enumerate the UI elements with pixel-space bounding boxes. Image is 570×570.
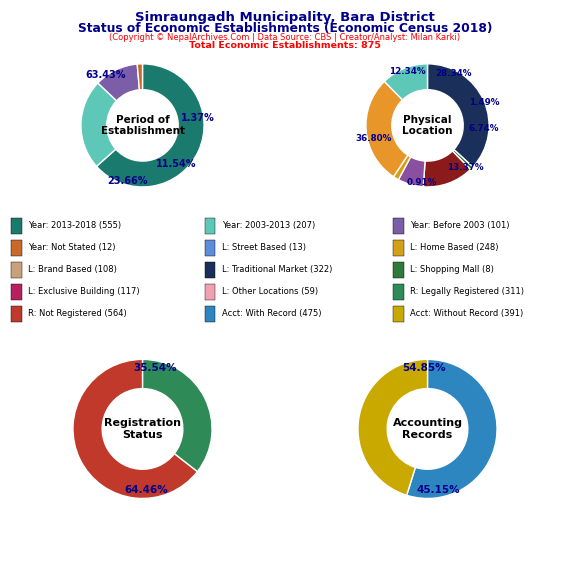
Text: Accounting
Records: Accounting Records xyxy=(393,418,462,439)
Text: 1.37%: 1.37% xyxy=(181,113,215,123)
Text: 45.15%: 45.15% xyxy=(416,485,460,495)
FancyBboxPatch shape xyxy=(11,240,22,255)
Text: Year: Before 2003 (101): Year: Before 2003 (101) xyxy=(410,221,510,230)
Text: L: Exclusive Building (117): L: Exclusive Building (117) xyxy=(28,287,140,296)
Text: 1.49%: 1.49% xyxy=(469,97,499,107)
FancyBboxPatch shape xyxy=(393,240,404,255)
Text: Year: 2003-2013 (207): Year: 2003-2013 (207) xyxy=(222,221,316,230)
Text: 54.85%: 54.85% xyxy=(402,363,446,373)
Text: L: Brand Based (108): L: Brand Based (108) xyxy=(28,265,117,274)
Text: Year: 2013-2018 (555): Year: 2013-2018 (555) xyxy=(28,221,121,230)
Text: 64.46%: 64.46% xyxy=(124,485,168,495)
Wedge shape xyxy=(393,155,410,180)
FancyBboxPatch shape xyxy=(11,262,22,278)
FancyBboxPatch shape xyxy=(205,284,215,300)
Wedge shape xyxy=(96,64,204,187)
Text: Year: Not Stated (12): Year: Not Stated (12) xyxy=(28,243,116,252)
Wedge shape xyxy=(358,360,428,495)
Text: 11.54%: 11.54% xyxy=(156,158,197,169)
Text: 63.43%: 63.43% xyxy=(86,70,126,80)
Wedge shape xyxy=(424,151,470,187)
Text: Acct: With Record (475): Acct: With Record (475) xyxy=(222,310,322,318)
Text: Registration
Status: Registration Status xyxy=(104,418,181,439)
Wedge shape xyxy=(453,149,473,169)
FancyBboxPatch shape xyxy=(205,306,215,322)
Text: 35.54%: 35.54% xyxy=(133,363,177,373)
Text: Physical
Location: Physical Location xyxy=(402,115,453,136)
FancyBboxPatch shape xyxy=(205,218,215,234)
Text: R: Legally Registered (311): R: Legally Registered (311) xyxy=(410,287,524,296)
Text: 12.34%: 12.34% xyxy=(389,67,426,76)
Text: L: Shopping Mall (8): L: Shopping Mall (8) xyxy=(410,265,494,274)
FancyBboxPatch shape xyxy=(11,284,22,300)
Text: L: Street Based (13): L: Street Based (13) xyxy=(222,243,306,252)
Wedge shape xyxy=(73,360,197,498)
Text: 36.80%: 36.80% xyxy=(355,135,392,144)
Wedge shape xyxy=(142,360,212,472)
Text: L: Home Based (248): L: Home Based (248) xyxy=(410,243,499,252)
FancyBboxPatch shape xyxy=(205,240,215,255)
Text: 6.74%: 6.74% xyxy=(469,124,499,133)
Text: L: Other Locations (59): L: Other Locations (59) xyxy=(222,287,319,296)
FancyBboxPatch shape xyxy=(393,306,404,322)
Text: L: Traditional Market (322): L: Traditional Market (322) xyxy=(222,265,333,274)
Text: Period of
Establishment: Period of Establishment xyxy=(100,115,185,136)
Wedge shape xyxy=(81,83,117,166)
Text: 13.37%: 13.37% xyxy=(447,163,484,172)
FancyBboxPatch shape xyxy=(11,218,22,234)
Text: 28.34%: 28.34% xyxy=(435,68,471,78)
FancyBboxPatch shape xyxy=(11,306,22,322)
Text: Status of Economic Establishments (Economic Census 2018): Status of Economic Establishments (Econo… xyxy=(78,22,492,35)
Wedge shape xyxy=(137,64,142,90)
Wedge shape xyxy=(384,64,428,100)
Wedge shape xyxy=(406,360,497,498)
FancyBboxPatch shape xyxy=(393,262,404,278)
Text: R: Not Registered (564): R: Not Registered (564) xyxy=(28,310,127,318)
Text: 0.91%: 0.91% xyxy=(406,177,437,186)
Wedge shape xyxy=(366,82,408,177)
Text: Acct: Without Record (391): Acct: Without Record (391) xyxy=(410,310,524,318)
Text: (Copyright © NepalArchives.Com | Data Source: CBS | Creator/Analyst: Milan Karki: (Copyright © NepalArchives.Com | Data So… xyxy=(109,33,461,42)
FancyBboxPatch shape xyxy=(205,262,215,278)
Text: Simraungadh Municipality, Bara District: Simraungadh Municipality, Bara District xyxy=(135,11,435,25)
FancyBboxPatch shape xyxy=(393,284,404,300)
Text: Total Economic Establishments: 875: Total Economic Establishments: 875 xyxy=(189,41,381,50)
Text: 23.66%: 23.66% xyxy=(107,176,148,186)
Wedge shape xyxy=(428,64,489,167)
Wedge shape xyxy=(98,64,140,101)
Wedge shape xyxy=(398,157,425,187)
FancyBboxPatch shape xyxy=(393,218,404,234)
